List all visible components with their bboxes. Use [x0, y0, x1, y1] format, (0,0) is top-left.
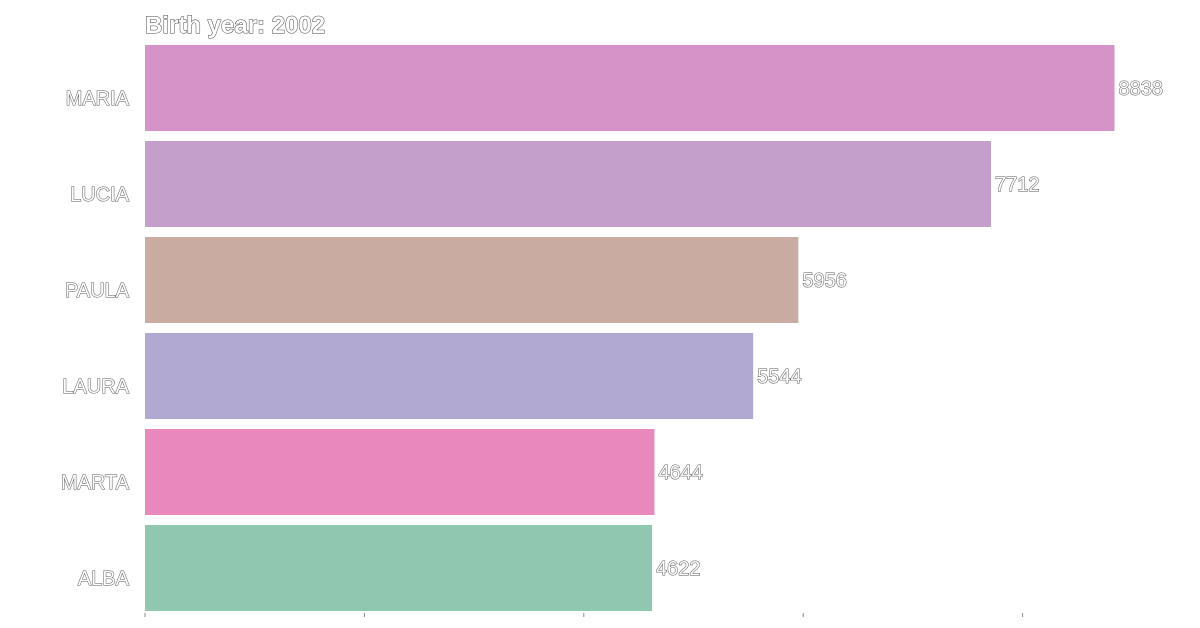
value-label-maria: 8838 — [1119, 78, 1164, 100]
bar-paula — [145, 237, 799, 323]
value-label-lucia: 7712 — [995, 174, 1039, 196]
chart-title: Birth year: 2002 — [145, 12, 325, 39]
value-label-marta: 4644 — [658, 462, 703, 484]
bar-lucia — [145, 141, 992, 227]
bar-laura — [145, 333, 754, 419]
value-label-laura: 5544 — [757, 366, 802, 388]
category-label-laura: LAURA — [62, 376, 129, 398]
category-label-maria: MARIA — [66, 88, 130, 110]
category-label-paula: PAULA — [65, 280, 130, 302]
value-label-paula: 5956 — [802, 270, 847, 292]
value-label-alba: 4622 — [656, 558, 701, 580]
bar-alba — [145, 525, 653, 611]
category-label-alba: ALBA — [78, 568, 130, 590]
bars-layer: MARIA 8838 LUCIA 7712 PAULA 5956 LAURA 5544 MART… — [60, 45, 1164, 611]
bar-marta — [145, 429, 655, 515]
bar-maria — [145, 45, 1115, 131]
category-label-lucia: LUCIA — [70, 184, 130, 206]
category-label-marta: MARTA — [61, 472, 130, 494]
x-axis — [144, 613, 1024, 617]
